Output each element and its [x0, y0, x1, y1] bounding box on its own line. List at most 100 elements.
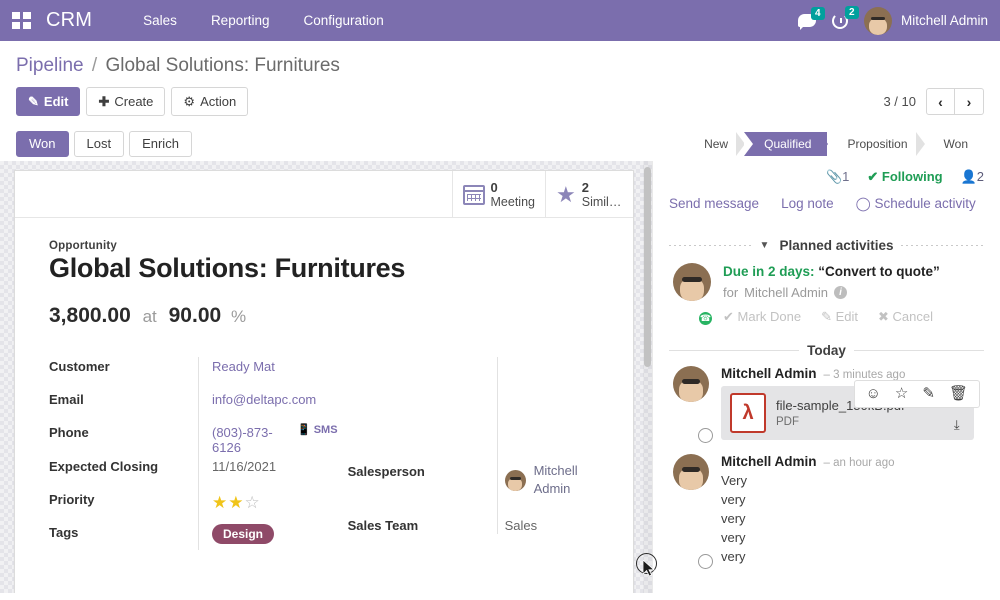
message-header: Mitchell Admin – an hour ago [721, 454, 984, 469]
form-content: Opportunity Global Solutions: Furnitures… [15, 218, 633, 556]
priority-stars[interactable]: ★★☆ [204, 490, 261, 513]
nav-item-sales[interactable]: Sales [143, 13, 177, 28]
sms-label: SMS [313, 424, 338, 436]
download-icon[interactable]: ⤓ [953, 417, 960, 432]
activity-edit-button[interactable]: ✎ Edit [821, 309, 859, 324]
message-timestamp: – an hour ago [823, 457, 895, 469]
field-phone-label: Phone [49, 425, 89, 440]
messages-button[interactable]: 4 [797, 7, 825, 30]
stage-qualified[interactable]: Qualified [744, 132, 829, 156]
activity-avatar-wrap: ☎ [673, 263, 714, 327]
pager-previous-button[interactable]: ‹ [926, 88, 955, 115]
chatter-panel: 📎1 ✔ Following 👤2 Send message Log note … [652, 161, 1000, 593]
nav-item-configuration[interactable]: Configuration [303, 13, 384, 28]
field-phone-value[interactable]: (803)-873-6126 [212, 425, 273, 455]
tag-design[interactable]: Design [212, 524, 275, 544]
pdf-file-icon: λ [730, 393, 766, 433]
star-icon[interactable]: ☆ [894, 385, 909, 402]
gear-icon: ⚙ [183, 94, 196, 109]
stage-new[interactable]: New [684, 132, 746, 156]
avatar [673, 366, 709, 402]
avatar [673, 454, 709, 490]
following-label: Following [881, 169, 943, 184]
expected-revenue-value[interactable]: 3,800.00 [49, 304, 131, 327]
attachment-count: 1 [842, 169, 850, 184]
field-salesperson-value: Mitchell Admin [533, 463, 578, 496]
send-message-button[interactable]: Send message [669, 196, 760, 211]
schedule-activity-label: Schedule activity [874, 196, 976, 211]
following-button[interactable]: ✔ Following [867, 169, 942, 185]
apps-grid-icon[interactable] [12, 11, 32, 30]
breadcrumb-current: Global Solutions: Furnitures [105, 55, 340, 76]
followers-button[interactable]: 👤2 [961, 169, 984, 185]
status-button-lost[interactable]: Lost [73, 131, 125, 157]
app-brand-crm[interactable]: CRM [46, 9, 93, 31]
form-area: 0 Meeting ★ 2 Simil… Opportunity Gl [0, 161, 652, 593]
paperclip-icon: 📎 [825, 169, 843, 184]
sms-button[interactable]: 📱 SMS [297, 423, 338, 436]
edit-button[interactable]: ✎ Edit [16, 87, 81, 116]
stage-proposition[interactable]: Proposition [827, 132, 925, 156]
salesperson-value-wrap[interactable]: Mitchell Admin [497, 462, 603, 498]
stage-won-label: Won [943, 137, 968, 151]
field-sales-team-value[interactable]: Sales [504, 518, 538, 533]
activity-assignee-prefix: for [723, 285, 739, 300]
pencil-icon[interactable]: ✎ [922, 385, 935, 402]
field-sales-team: Sales Team Sales [348, 516, 603, 549]
smart-button-meeting[interactable]: 0 Meeting [451, 171, 545, 217]
person-icon: 👤 [960, 169, 977, 184]
chevron-right-icon: › [966, 93, 972, 110]
status-button-won[interactable]: Won [16, 131, 69, 157]
pager-buttons: ‹ › [926, 88, 984, 115]
action-button-label: Action [200, 94, 237, 109]
message-text: Very very very very very [721, 473, 748, 564]
field-tags: Tags Design [49, 523, 338, 556]
status-bar: Won Lost Enrich New Qualified Propositio… [0, 127, 1000, 161]
user-menu[interactable]: Mitchell Admin [863, 6, 988, 35]
message-item: Mitchell Admin – an hour ago Very very v… [653, 440, 1000, 569]
planned-activities-header[interactable]: ▼ Planned activities [669, 238, 985, 253]
breadcrumb-root[interactable]: Pipeline [16, 55, 84, 76]
action-button[interactable]: ⚙ Action [171, 87, 249, 116]
message-hover-toolbar: ☺ ☆ ✎ 🗑 [853, 380, 980, 408]
form-scrollbar[interactable] [643, 161, 652, 593]
pager-next-button[interactable]: › [955, 88, 984, 115]
top-navbar: CRM Sales Reporting Configuration 4 2 Mi… [0, 0, 1000, 41]
create-button[interactable]: ✚ Create [86, 87, 166, 116]
smart-button-bar: 0 Meeting ★ 2 Simil… [15, 171, 633, 218]
plus-icon: ✚ [98, 94, 110, 109]
attachments-button[interactable]: 📎1 [826, 169, 849, 185]
emoji-icon[interactable]: ☺ [865, 385, 881, 402]
activities-button[interactable]: 2 [831, 5, 859, 29]
activities-count-badge: 2 [844, 5, 859, 19]
message-avatar-wrap [673, 454, 713, 569]
trash-icon[interactable]: 🗑 [948, 385, 968, 402]
navbar-right-group: 4 2 Mitchell Admin [797, 5, 988, 35]
log-note-button[interactable]: Log note [781, 196, 834, 211]
mark-done-button[interactable]: ✔ Mark Done [723, 309, 802, 324]
avatar [673, 263, 711, 301]
star-filled-icon[interactable]: ★ [228, 493, 245, 512]
divider-left [669, 350, 800, 351]
info-icon[interactable]: i [833, 286, 847, 299]
clock-icon [831, 12, 848, 29]
field-expected-closing-value[interactable]: 11/16/2021 [212, 459, 277, 474]
probability-value[interactable]: 90.00 [168, 304, 222, 327]
star-filled-icon[interactable]: ★ [212, 493, 229, 512]
smart-button-similar[interactable]: ★ 2 Simil… [545, 171, 633, 217]
activity-cancel-button[interactable]: ✖ Cancel [878, 309, 933, 324]
schedule-activity-button[interactable]: ◯ Schedule activity [856, 196, 976, 212]
divider-right [853, 350, 985, 351]
field-sales-team-label: Sales Team [347, 518, 419, 533]
activity-due-text: Due in 2 days: [723, 264, 815, 279]
stage-won[interactable]: Won [924, 132, 984, 156]
activity-assignee-row: for Mitchell Admin i [723, 285, 940, 300]
field-customer-value[interactable]: Ready Mat [212, 359, 275, 374]
field-email-value[interactable]: info@deltapc.com [212, 392, 317, 407]
status-button-enrich[interactable]: Enrich [129, 131, 192, 157]
breadcrumb-row: Pipeline / Global Solutions: Furnitures [0, 41, 1000, 77]
star-empty-icon[interactable]: ☆ [244, 493, 261, 512]
field-email-label: Email [49, 392, 84, 407]
nav-item-reporting[interactable]: Reporting [210, 13, 270, 28]
check-icon: ✔ [867, 169, 879, 184]
